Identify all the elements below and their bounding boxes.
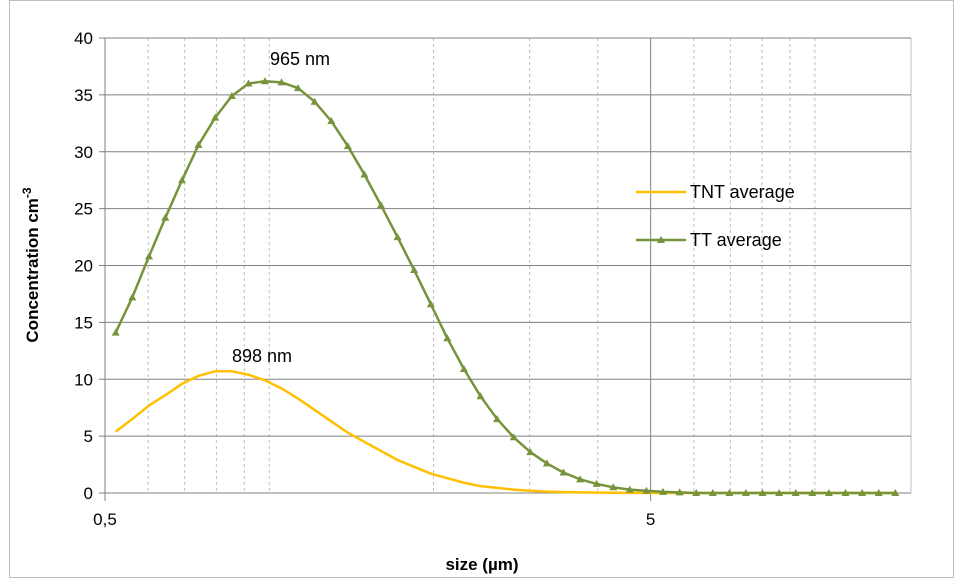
x-tick-label: 0,5	[93, 510, 117, 529]
x-axis-title: size (µm)	[445, 555, 518, 574]
y-tick-label: 25	[74, 200, 93, 219]
legend-label-tnt: TNT average	[690, 182, 795, 202]
y-tick-label: 35	[74, 86, 93, 105]
y-tick-label: 0	[84, 484, 93, 503]
annotation-965nm: 965 nm	[270, 49, 330, 69]
y-axis-title-text: Concentration cm	[23, 198, 42, 343]
y-tick-label: 30	[74, 143, 93, 162]
y-axis-title: Concentration cm-3	[20, 187, 42, 343]
y-tick-label: 15	[74, 313, 93, 332]
y-tick-label: 40	[74, 29, 93, 48]
y-tick-label: 20	[74, 257, 93, 276]
y-tick-label: 10	[74, 370, 93, 389]
y-tick-label: 5	[84, 427, 93, 446]
x-tick-label: 5	[646, 510, 655, 529]
legend-label-tt: TT average	[690, 230, 782, 250]
y-axis-title-superscript: -3	[20, 187, 34, 198]
annotation-898nm: 898 nm	[232, 346, 292, 366]
